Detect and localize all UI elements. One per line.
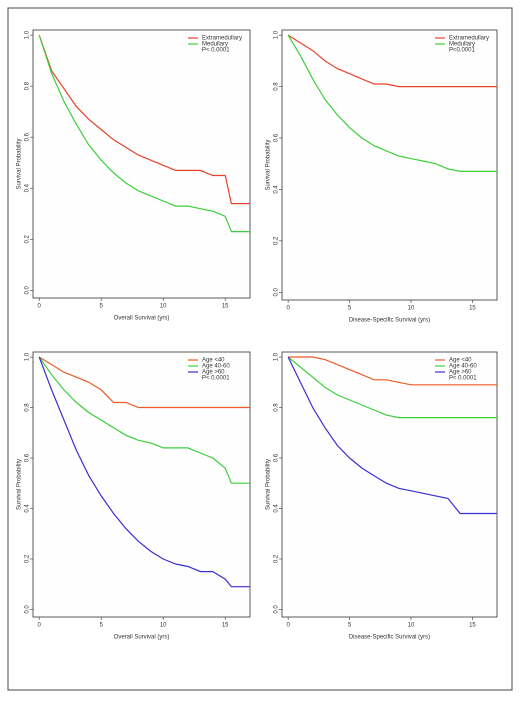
survival-curve (287, 356, 497, 515)
plot-frame (32, 351, 251, 618)
x-tick-label: 15 (469, 623, 476, 629)
y-tick-label: 0.6 (25, 453, 31, 462)
p-value: P<0.0001 (449, 48, 476, 54)
survival-curve (38, 356, 250, 588)
p-value: P< 0.0001 (449, 376, 477, 382)
y-tick-label: 0.6 (274, 133, 280, 142)
p-value: P< 0.0001 (202, 48, 230, 54)
y-tick-label: 0.4 (25, 183, 31, 192)
y-tick-label: 0.6 (25, 132, 31, 141)
y-tick-label: 0.2 (274, 236, 280, 245)
survival-curve (38, 356, 250, 409)
y-tick-label: 0.0 (274, 287, 280, 296)
y-tick-label: 1.0 (25, 30, 31, 39)
plot-background (33, 30, 250, 298)
x-axis-label: Overall Survival (yrs) (114, 316, 170, 322)
survival-curve (287, 34, 497, 88)
x-tick-label: 10 (408, 306, 415, 312)
x-axis-label: Disease-Specific Survival (yrs) (349, 635, 430, 641)
y-tick-label: 0.4 (274, 504, 280, 513)
y-tick-label: 0.2 (274, 554, 280, 563)
y-tick-label: 0.2 (25, 554, 31, 563)
y-tick-label: 0.6 (274, 453, 280, 462)
legend-label: Age 40-60 (449, 364, 477, 370)
plot-background (282, 30, 497, 300)
y-tick-label: 0.4 (274, 185, 280, 194)
legend-label: Age <40 (202, 358, 225, 364)
y-tick-label: 0.0 (25, 605, 31, 614)
y-tick-label: 1.0 (25, 352, 31, 361)
y-tick-label: 0.0 (274, 605, 280, 614)
survival-curve (38, 356, 250, 484)
x-tick-label: 10 (160, 304, 167, 310)
x-tick-label: 10 (160, 623, 167, 629)
plot-frame (281, 351, 498, 618)
legend-label: Medullary (202, 42, 228, 48)
legend-label: Extramedullary (202, 36, 242, 42)
p-value: P< 0.0001 (202, 376, 230, 382)
x-tick-label: 0 (38, 304, 42, 310)
survival-curve (287, 34, 497, 172)
legend-label: Age 40-60 (202, 364, 230, 370)
x-tick-label: 0 (286, 306, 290, 312)
legend-label: Age >60 (202, 370, 225, 376)
survival-curve (287, 356, 497, 419)
x-tick-label: 5 (100, 623, 104, 629)
y-tick-label: 0.8 (274, 403, 280, 412)
x-tick-label: 5 (100, 304, 104, 310)
y-axis-label: Survival Probability (17, 459, 23, 510)
y-tick-label: 0.8 (274, 82, 280, 91)
x-tick-label: 0 (38, 623, 42, 629)
x-tick-label: 5 (348, 623, 352, 629)
y-axis-label: Survival Probability (17, 138, 23, 189)
legend-label: Medullary (449, 42, 475, 48)
survival-curve (288, 356, 497, 386)
y-tick-label: 0.8 (25, 81, 31, 90)
y-tick-label: 1.0 (274, 30, 280, 39)
x-tick-label: 15 (469, 306, 476, 312)
y-axis-label: Survival Probability (266, 459, 272, 510)
plot-frame (281, 29, 498, 301)
x-tick-label: 10 (408, 623, 415, 629)
outer-frame (7, 7, 513, 691)
y-tick-label: 0.8 (25, 403, 31, 412)
x-axis-label: Disease-Specific Survival (yrs) (349, 318, 430, 324)
y-tick-label: 0.2 (25, 234, 31, 243)
survival-curve (38, 34, 250, 233)
legend-label: Age <40 (449, 358, 472, 364)
plot-frame (32, 29, 251, 299)
y-tick-label: 0.4 (25, 504, 31, 513)
y-tick-label: 0.0 (25, 286, 31, 295)
y-tick-label: 1.0 (274, 352, 280, 361)
y-axis-label: Survival Probability (266, 139, 272, 190)
legend-label: Extramedullary (449, 36, 489, 42)
x-tick-label: 0 (286, 623, 290, 629)
legend-label: Age >60 (449, 370, 472, 376)
x-axis-label: Overall Survival (yrs) (114, 635, 170, 641)
x-tick-label: 15 (222, 623, 229, 629)
survival-curve (38, 34, 250, 205)
x-tick-label: 15 (222, 304, 229, 310)
x-tick-label: 5 (348, 306, 352, 312)
